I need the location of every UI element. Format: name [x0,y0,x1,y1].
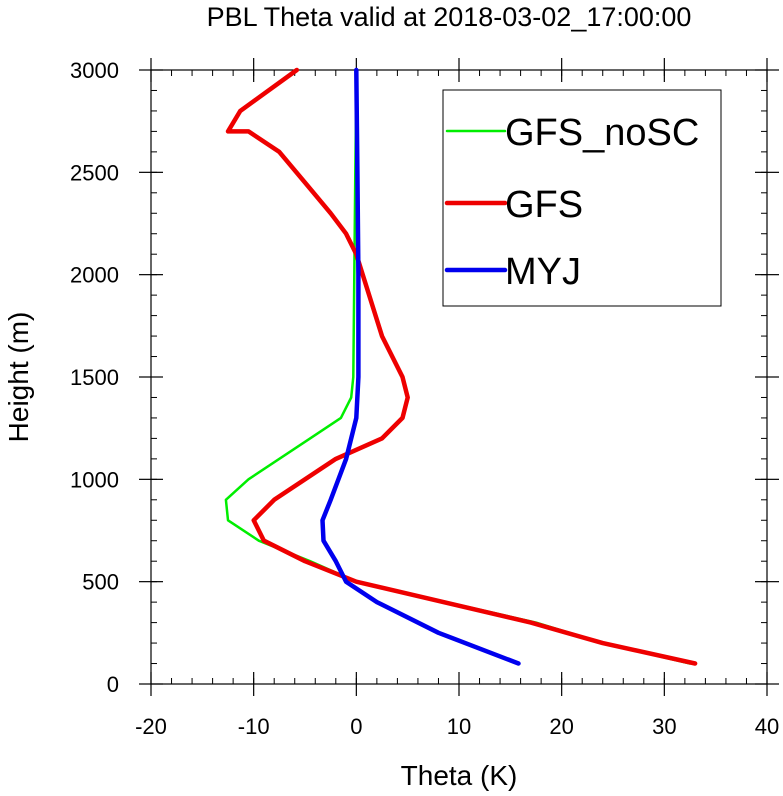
y-tick-labels: 0 500 1000 1500 2000 2500 3000 [70,58,119,697]
legend-label: GFS_noSC [505,112,699,154]
x-tick-labels: -20 -10 0 10 20 30 40 [135,714,779,739]
y-axis-title: Height (m) [3,312,34,443]
y-tick-label: 0 [107,672,119,697]
x-tick-label: 40 [755,714,779,739]
legend-label: GFS [505,184,583,226]
series-line-myj [320,67,521,666]
x-tick-label: 20 [549,714,573,739]
y-tick-label: 2500 [70,160,119,185]
x-tick-label: -10 [238,714,270,739]
x-axis-title: Theta (K) [401,760,518,791]
y-tick-label: 3000 [70,58,119,83]
y-tick-label: 2000 [70,263,119,288]
x-tick-label: 30 [652,714,676,739]
y-tick-label: 1500 [70,365,119,390]
x-tick-label: 0 [350,714,362,739]
legend: GFS_noSC GFS MYJ [442,89,722,307]
series-lines [224,67,698,666]
series-line-gfs [225,67,698,666]
y-tick-label: 500 [82,570,119,595]
x-tick-label: 10 [447,714,471,739]
legend-label: MYJ [505,251,581,293]
major-ticks [139,58,779,696]
y-tick-label: 1000 [70,467,119,492]
chart-title: PBL Theta valid at 2018-03-02_17:00:00 [207,2,692,32]
x-tick-label: -20 [135,714,167,739]
